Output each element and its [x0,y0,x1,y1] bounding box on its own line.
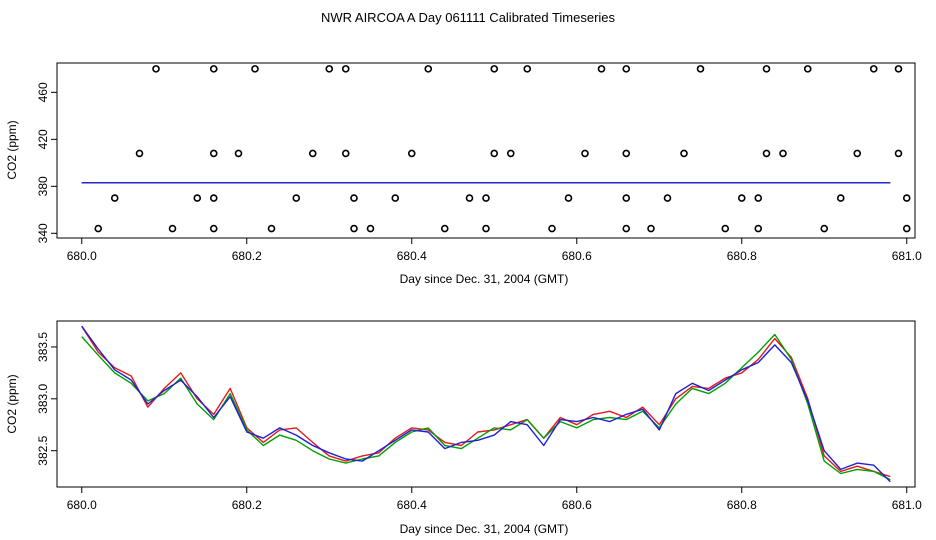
x-tick-label: 680.6 [562,498,592,512]
series-line-blue [81,325,891,483]
x-tick-label: 680.2 [232,249,262,263]
data-point-marker [267,224,276,233]
data-point-marker [350,194,358,202]
data-point-marker [894,149,903,158]
data-point-marker [622,149,631,158]
data-point-marker [193,194,202,202]
bottom-y-axis: 382.5 383.0 383.5 [36,332,58,466]
data-point-marker [251,65,259,73]
data-point-marker [737,194,746,202]
data-point-marker [762,149,771,158]
data-point-marker [341,149,350,158]
data-point-marker [622,194,631,202]
data-point-marker [391,194,400,202]
x-tick-label: 680.8 [727,249,757,263]
data-point-marker [754,224,763,233]
data-point-marker [482,194,490,202]
data-point-marker [581,149,589,158]
data-point-marker [209,65,218,73]
data-point-marker [762,65,771,73]
data-point-marker [894,65,903,73]
x-tick-label: 680.8 [727,498,757,512]
data-point-marker [663,194,672,202]
data-point-marker [110,194,119,202]
data-point-marker [622,224,631,233]
data-point-marker [836,194,845,202]
data-point-marker [292,194,301,202]
data-point-marker [490,149,499,158]
bottom-panel: 680.0 680.2 680.4 680.6 680.8 681.0 382.5 383.… [5,320,922,536]
bottom-plot-frame [56,320,916,488]
data-point-marker [869,65,878,73]
top-y-axis-label: CO2 (ppm) [5,120,19,179]
bottom-series-lines [81,325,891,483]
series-line-green [81,333,891,481]
data-point-marker [597,65,606,73]
data-point-marker [680,149,688,158]
y-tick-label: 380 [36,176,50,196]
data-point-marker [820,224,829,233]
top-x-axis: 680.0 680.2 680.4 680.6 680.8 681.0 [67,237,922,263]
data-point-marker [341,65,350,73]
data-point-marker [902,194,911,202]
bottom-y-axis-label: CO2 (ppm) [5,374,19,433]
data-point-marker [622,65,631,73]
bottom-x-axis-label: Day since Dec. 31, 2004 (GMT) [400,522,569,536]
data-point-marker [523,65,532,73]
x-tick-label: 680.0 [67,249,97,263]
y-tick-label: 420 [36,129,50,149]
data-point-marker [482,224,490,233]
data-point-marker [234,149,243,158]
data-point-marker [465,194,474,202]
top-x-axis-label: Day since Dec. 31, 2004 (GMT) [400,272,569,286]
data-point-marker [152,65,160,73]
x-tick-label: 680.0 [67,498,97,512]
data-point-marker [424,65,433,73]
data-point-marker [564,194,573,202]
data-point-marker [209,149,218,158]
data-point-marker [350,224,358,233]
data-point-marker [779,149,787,158]
x-tick-label: 681.0 [892,498,922,512]
data-point-marker [209,194,218,202]
data-point-marker [803,65,812,73]
data-point-marker [407,149,416,158]
y-tick-label: 460 [36,82,50,102]
top-plot-frame [56,62,916,239]
data-point-marker [94,224,103,233]
top-y-axis: 340 380 420 460 [36,82,58,243]
x-tick-label: 681.0 [892,249,922,263]
data-point-marker [490,65,499,73]
x-tick-label: 680.4 [397,498,427,512]
data-point-marker [696,65,705,73]
data-point-marker [721,224,730,233]
y-tick-label: 382.5 [36,435,50,465]
data-point-marker [647,224,655,233]
data-point-marker [366,224,375,233]
top-panel: 680.0 680.2 680.4 680.6 680.8 681.0 340 380 420… [5,62,922,286]
data-point-marker [506,149,515,158]
x-tick-label: 680.2 [232,498,262,512]
data-point-marker [209,224,218,233]
data-point-marker [308,149,317,158]
data-point-marker [548,224,556,233]
y-tick-label: 340 [36,223,50,243]
data-point-marker [754,194,763,202]
y-tick-label: 383.0 [36,383,50,413]
x-tick-label: 680.4 [397,249,427,263]
data-point-marker [902,224,911,233]
data-point-marker [440,224,449,233]
chart-title: NWR AIRCOA A Day 061111 Calibrated Times… [321,10,616,25]
y-tick-label: 383.5 [36,332,50,362]
bottom-x-axis: 680.0 680.2 680.4 680.6 680.8 681.0 [67,486,922,512]
data-point-marker [135,149,144,158]
data-point-marker [325,65,334,73]
data-point-marker [853,149,862,158]
series-line-red [81,325,891,478]
top-markers [94,65,911,233]
x-tick-label: 680.6 [562,249,592,263]
data-point-marker [168,224,177,233]
